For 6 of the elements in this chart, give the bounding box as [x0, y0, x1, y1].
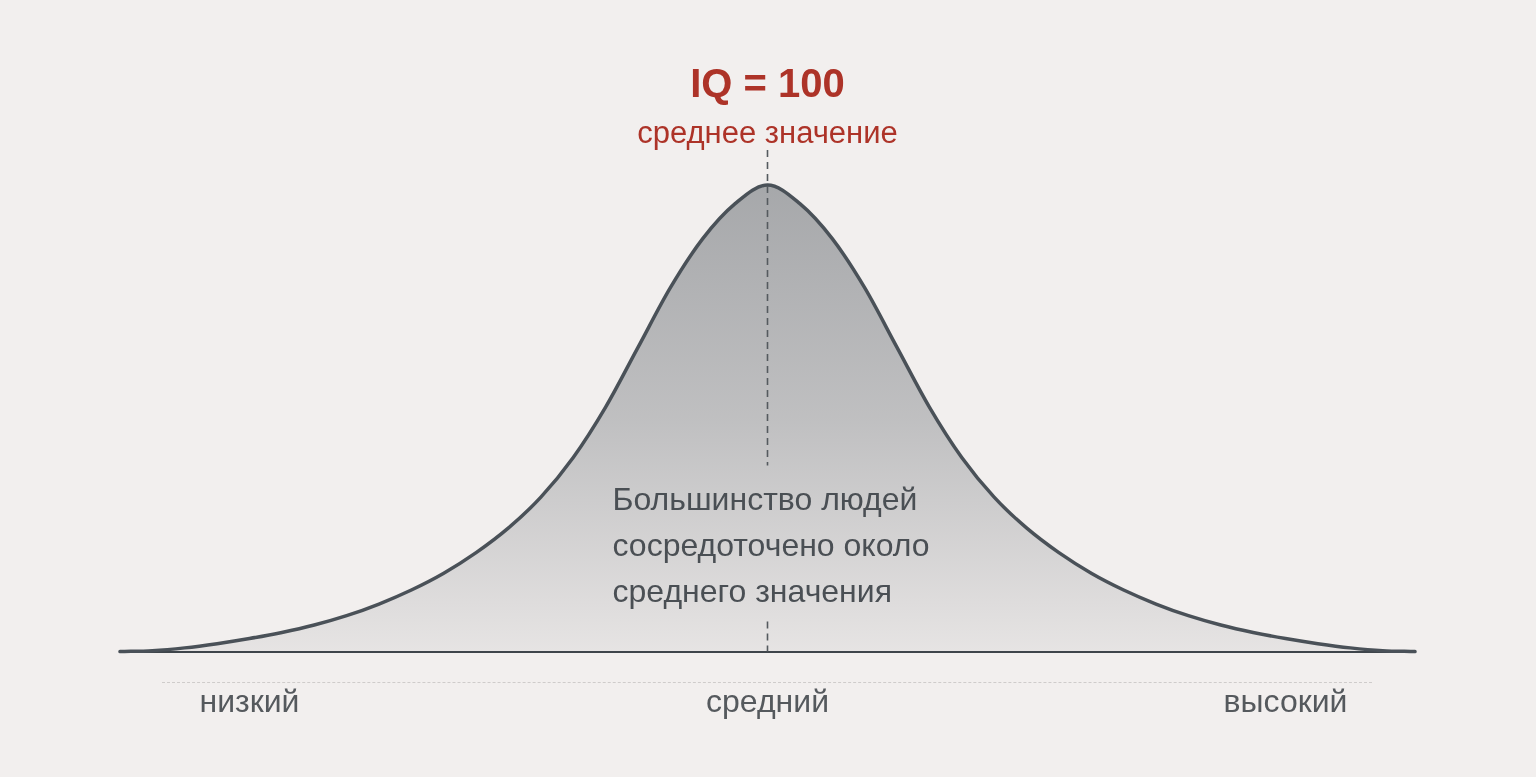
x-tick-label: низкий	[199, 682, 300, 719]
text: среднее значение	[637, 115, 898, 150]
x-tick-label: высокий	[1223, 682, 1348, 719]
ref-line-label: IQ = 100	[690, 61, 845, 105]
annotation: Большинство людей сосредоточено около среднего значения	[612, 480, 930, 609]
x-tick-label: средний	[706, 682, 829, 719]
